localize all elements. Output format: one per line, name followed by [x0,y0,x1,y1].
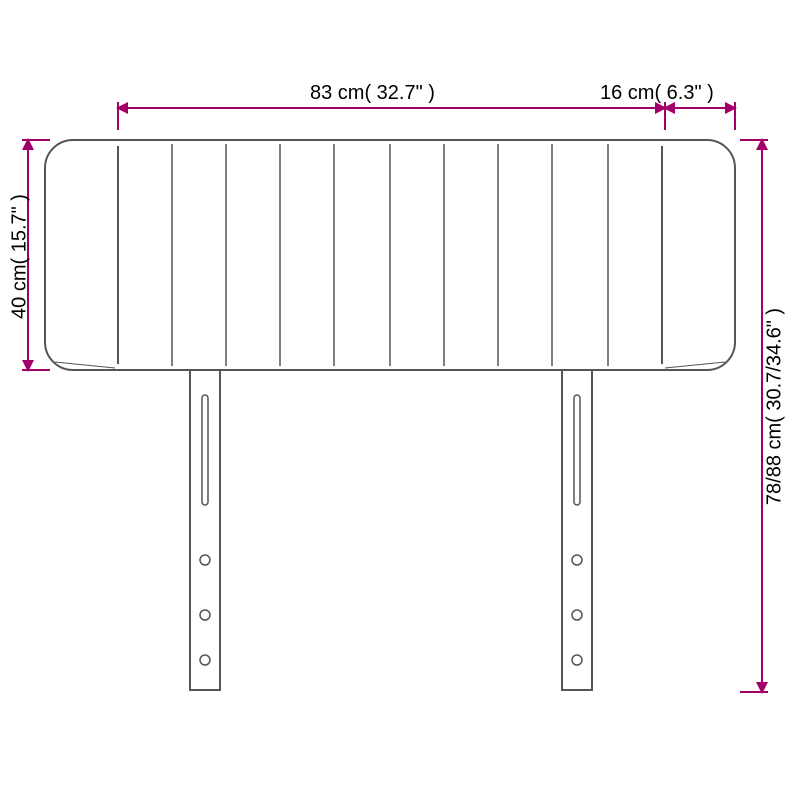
dim-label-top-main: 83 cm( 32.7" ) [310,82,435,105]
drawing-svg [0,0,800,800]
dim-label-left: 40 cm( 15.7" ) [9,187,32,327]
diagram-canvas: 83 cm( 32.7" ) 16 cm( 6.3" ) 40 cm( 15.7… [0,0,800,800]
dim-label-right: 78/88 cm( 30.7/34.6" ) [764,282,787,532]
dim-label-top-side: 16 cm( 6.3" ) [600,82,714,105]
